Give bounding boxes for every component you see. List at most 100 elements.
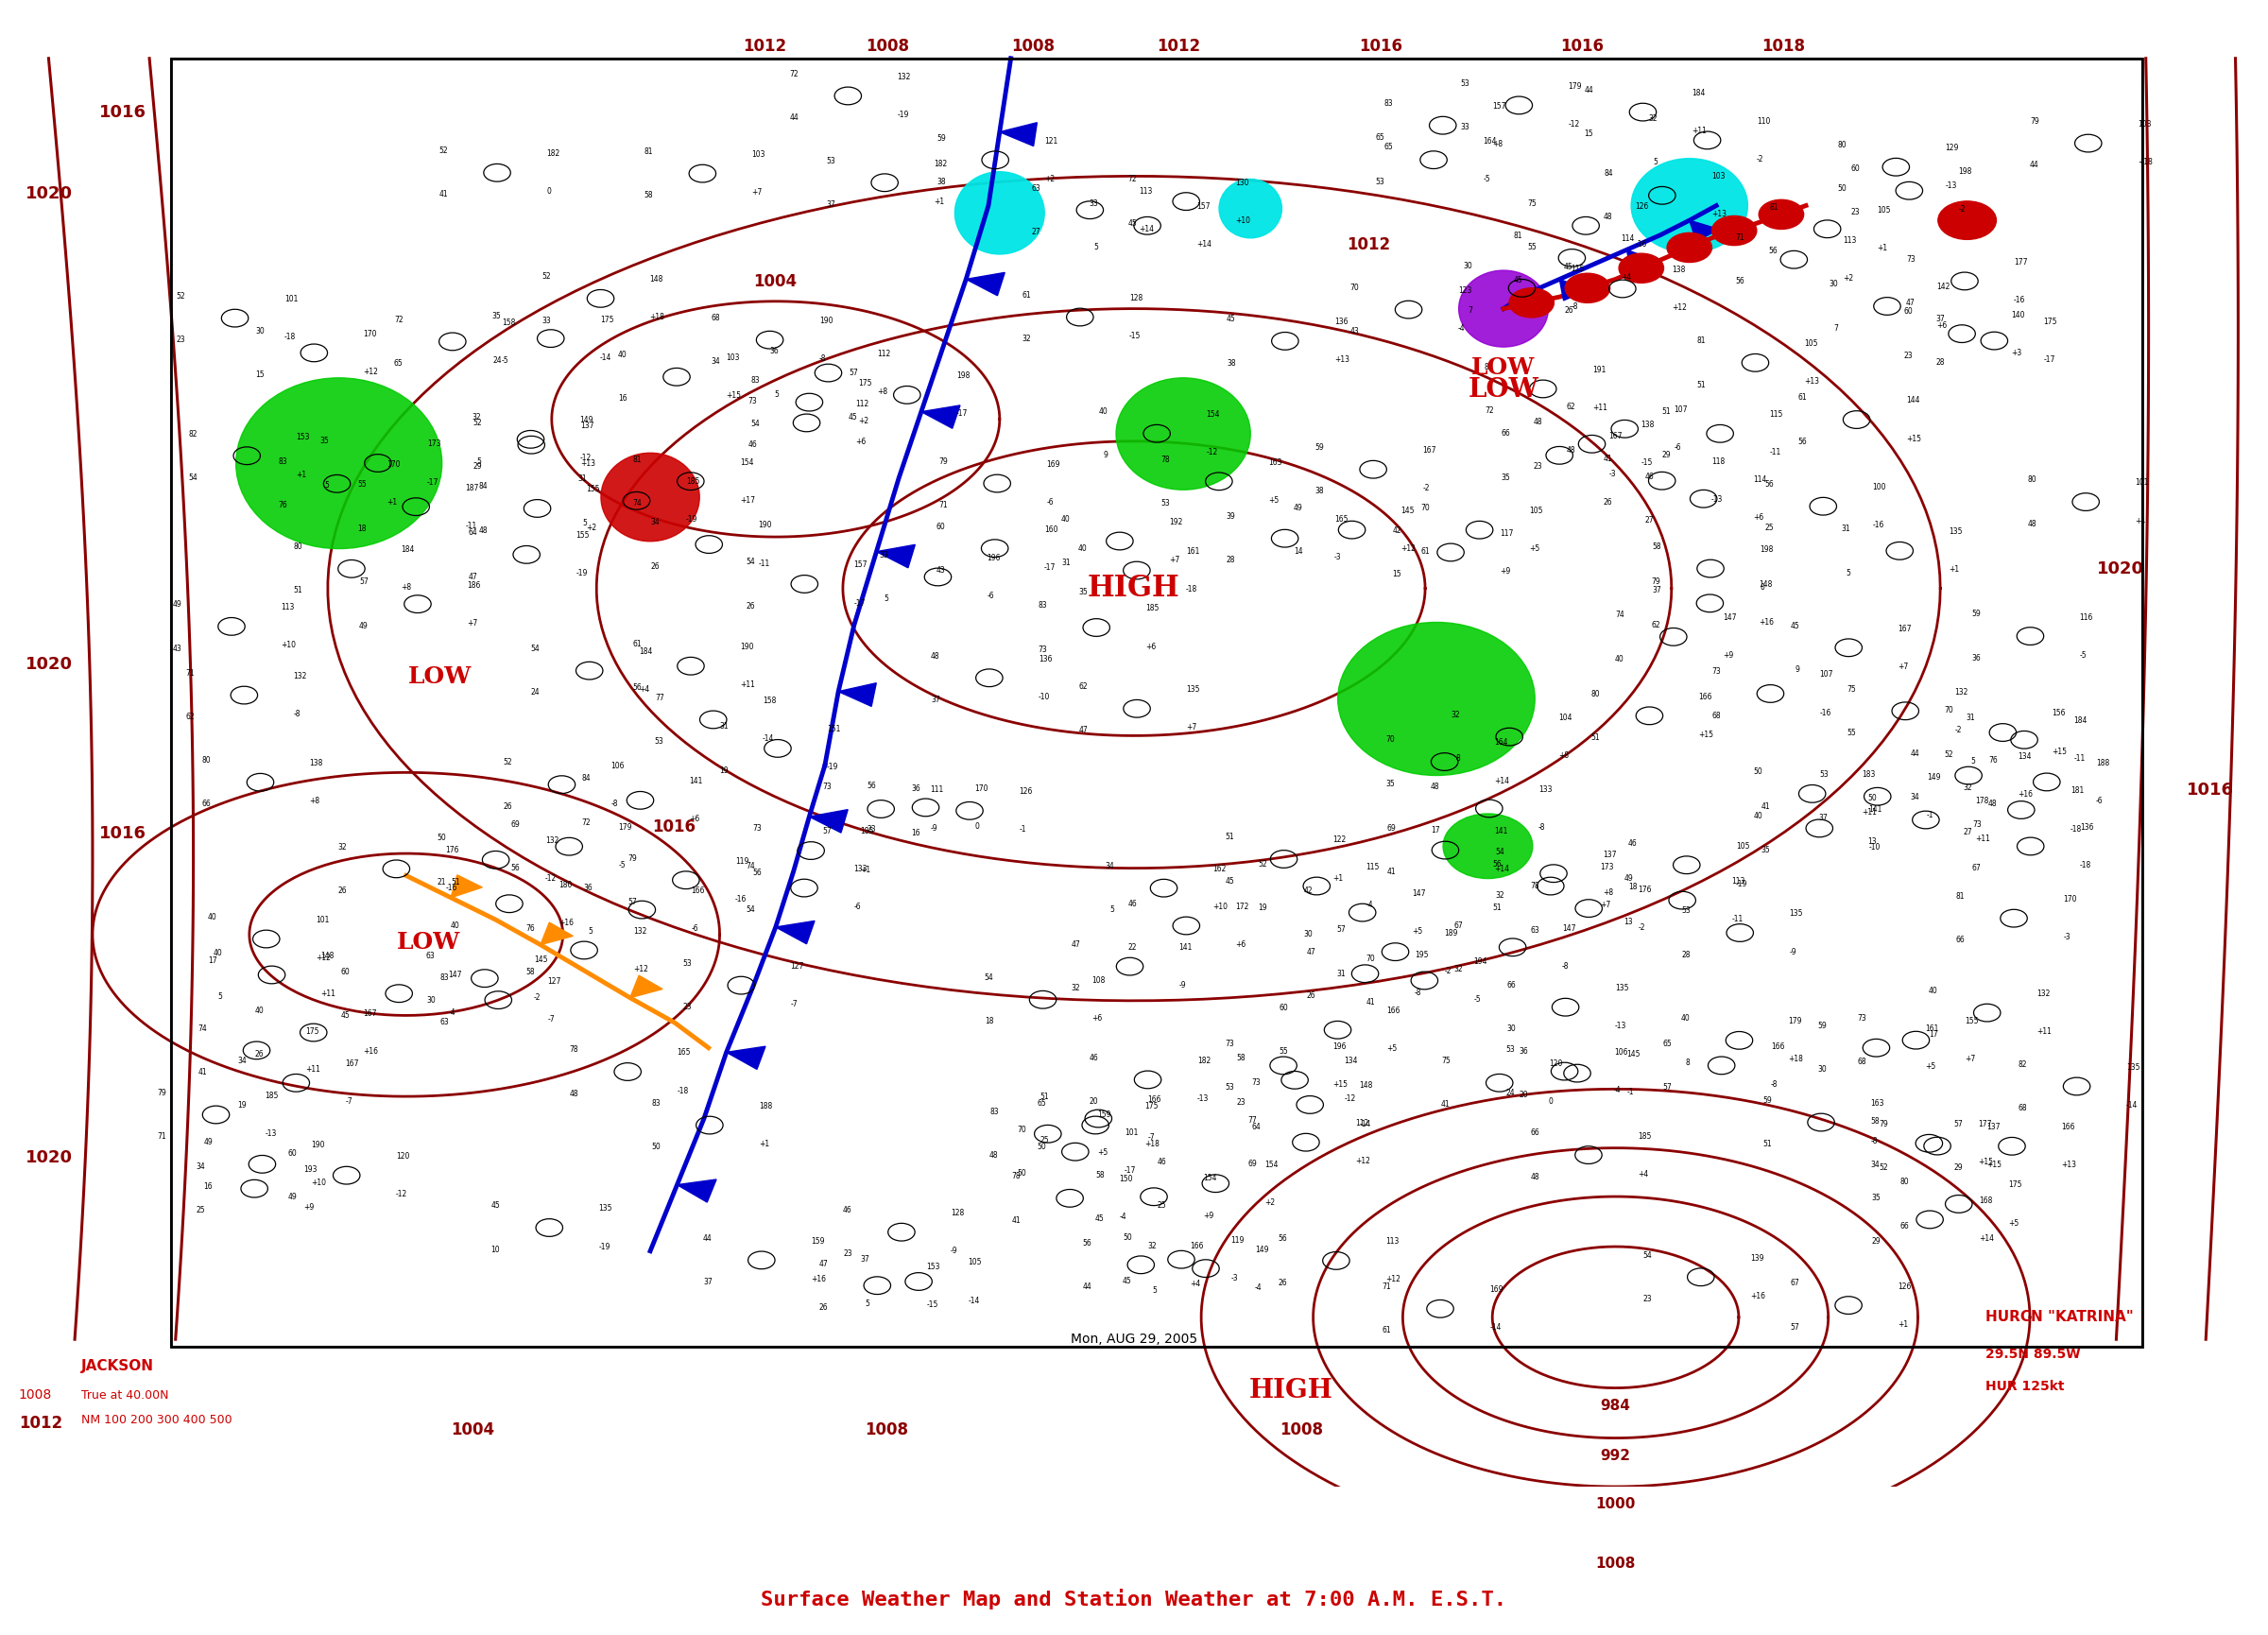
Text: 43: 43: [172, 644, 181, 652]
Text: -11: -11: [758, 559, 769, 567]
Polygon shape: [810, 809, 848, 832]
Text: 31: 31: [719, 723, 728, 731]
Text: 101: 101: [315, 916, 329, 924]
Text: 57: 57: [823, 827, 832, 835]
Text: +7: +7: [1186, 723, 1198, 732]
Text: 163: 163: [1268, 458, 1281, 466]
Text: +10: +10: [1236, 216, 1250, 224]
Text: LOW: LOW: [1472, 356, 1535, 379]
Text: 162: 162: [1213, 865, 1227, 873]
Polygon shape: [540, 922, 574, 945]
Text: 148: 148: [1760, 580, 1774, 589]
Text: 1012: 1012: [742, 38, 787, 54]
Polygon shape: [451, 875, 483, 898]
Text: 70: 70: [1365, 955, 1374, 963]
Text: 71: 71: [1381, 1282, 1390, 1292]
Text: 56: 56: [1769, 247, 1778, 255]
Text: 19: 19: [719, 767, 728, 775]
Text: 5: 5: [1653, 159, 1658, 167]
Text: -7: -7: [1148, 1133, 1154, 1141]
Text: 154: 154: [739, 458, 753, 466]
Text: 149: 149: [581, 415, 594, 425]
Text: +14: +14: [1495, 865, 1510, 873]
Ellipse shape: [1220, 180, 1281, 239]
Text: 83: 83: [279, 458, 288, 466]
Text: +18: +18: [1145, 1140, 1159, 1148]
Text: 73: 73: [823, 783, 832, 791]
Polygon shape: [875, 544, 914, 567]
Text: 51: 51: [1762, 1140, 1771, 1148]
Text: 26: 26: [254, 1050, 263, 1059]
Text: +9: +9: [1724, 651, 1733, 661]
Text: 45: 45: [1123, 1277, 1132, 1285]
Text: 50: 50: [651, 1143, 660, 1151]
Text: 60: 60: [1903, 307, 1912, 316]
Text: 137: 137: [1603, 850, 1617, 858]
Text: 185: 185: [860, 827, 873, 835]
Text: 84: 84: [583, 773, 592, 783]
Text: 53: 53: [1225, 1084, 1234, 1092]
Text: 27: 27: [1032, 227, 1041, 235]
Text: 71: 71: [939, 500, 948, 510]
Text: 53: 53: [1161, 499, 1170, 507]
Text: 178: 178: [1975, 796, 1989, 804]
Text: 40: 40: [619, 350, 628, 360]
Text: 1016: 1016: [100, 826, 147, 842]
Text: 52: 52: [474, 419, 483, 427]
Text: 147: 147: [1563, 924, 1576, 932]
Text: 134: 134: [2019, 752, 2032, 760]
Text: 101: 101: [284, 294, 297, 304]
Text: 49: 49: [1624, 875, 1633, 883]
Text: +10: +10: [1213, 903, 1229, 911]
Text: -14: -14: [1359, 1120, 1370, 1128]
Text: 1018: 1018: [1762, 38, 1805, 54]
Text: 9: 9: [1794, 665, 1799, 674]
Text: 132: 132: [1955, 688, 1969, 697]
Text: 147: 147: [1724, 613, 1737, 621]
Text: -16: -16: [2014, 296, 2025, 304]
Text: 57: 57: [848, 370, 857, 378]
Text: -8: -8: [1563, 961, 1569, 971]
Text: 63: 63: [426, 952, 435, 961]
Text: 176: 176: [1637, 885, 1651, 894]
Text: +16: +16: [810, 1275, 826, 1283]
Text: -13: -13: [1615, 1022, 1626, 1030]
Text: 1020: 1020: [25, 1149, 73, 1166]
Text: 83: 83: [989, 1107, 998, 1117]
Polygon shape: [631, 976, 662, 997]
Text: -19: -19: [898, 111, 909, 119]
Text: 100: 100: [1873, 482, 1887, 492]
Text: 16: 16: [619, 394, 628, 404]
Text: 136: 136: [2080, 822, 2093, 832]
Text: 149: 149: [1928, 773, 1941, 782]
Text: 1004: 1004: [753, 273, 796, 291]
Text: +7: +7: [751, 188, 762, 196]
Text: 72: 72: [583, 818, 592, 827]
Text: 1008: 1008: [866, 1422, 909, 1439]
Text: 119: 119: [735, 857, 748, 865]
Text: 15: 15: [256, 371, 265, 379]
Text: 19: 19: [1259, 904, 1268, 912]
Text: 66: 66: [1955, 935, 1964, 945]
Text: 106: 106: [1615, 1048, 1628, 1056]
Text: +5: +5: [1098, 1149, 1107, 1158]
Text: 167: 167: [1422, 446, 1436, 455]
Text: 50: 50: [1123, 1233, 1132, 1243]
Text: 14: 14: [1293, 548, 1302, 556]
Text: +11: +11: [2037, 1027, 2050, 1037]
Circle shape: [1939, 201, 1996, 239]
Polygon shape: [1560, 280, 1588, 301]
Text: 111: 111: [930, 786, 943, 795]
Text: 126: 126: [1898, 1282, 1912, 1290]
Text: -13: -13: [265, 1130, 277, 1138]
Text: 66: 66: [1531, 1128, 1540, 1138]
Text: +16: +16: [1751, 1292, 1765, 1300]
Text: 151: 151: [828, 726, 841, 734]
Text: 58: 58: [526, 968, 535, 976]
Polygon shape: [726, 1046, 764, 1069]
Text: +1: +1: [934, 198, 943, 206]
Text: 40: 40: [254, 1007, 263, 1015]
Text: 1016: 1016: [1359, 38, 1402, 54]
Text: 1008: 1008: [1279, 1422, 1322, 1439]
Text: 55: 55: [1846, 729, 1855, 737]
